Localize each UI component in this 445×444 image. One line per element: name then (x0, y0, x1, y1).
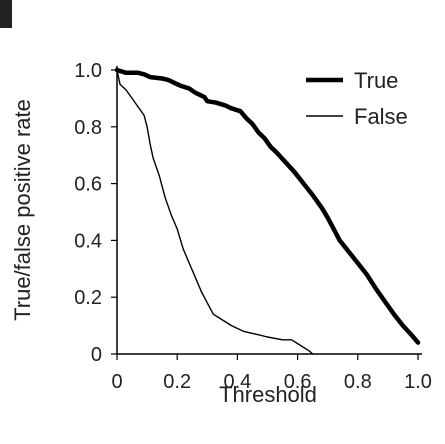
y-axis-label: True/false positive rate (10, 99, 35, 321)
x-tick-label: 0.8 (344, 371, 372, 393)
series-line-true (114, 67, 421, 345)
y-tick-label: 0.2 (74, 287, 102, 309)
legend-label-false: False (354, 104, 408, 129)
y-tick-label: 0.4 (74, 230, 102, 252)
y-tick-label: 0.8 (74, 117, 102, 139)
x-tick-label: 0.4 (223, 371, 251, 393)
corner-square-mark (0, 0, 12, 28)
y-ticks: 0 0.2 0.4 0.6 0.8 1.0 (74, 60, 117, 366)
series-layer (114, 67, 421, 355)
y-tick-label: 0 (91, 344, 102, 366)
y-tick-label: 0.6 (74, 174, 102, 196)
legend: True False (306, 68, 408, 129)
x-tick-label: 0 (111, 371, 122, 393)
x-tick-label: 1.0 (404, 371, 432, 393)
x-ticks: 0 0.2 0.4 0.6 0.8 1.0 (111, 354, 432, 393)
x-tick-label: 0.2 (163, 371, 191, 393)
x-tick-label: 0.6 (284, 371, 312, 393)
series-line-false (116, 69, 314, 355)
x-axis-label: Threshold (219, 382, 317, 407)
y-tick-label: 1.0 (74, 60, 102, 82)
legend-label-true: True (354, 68, 398, 93)
axes (116, 66, 422, 355)
